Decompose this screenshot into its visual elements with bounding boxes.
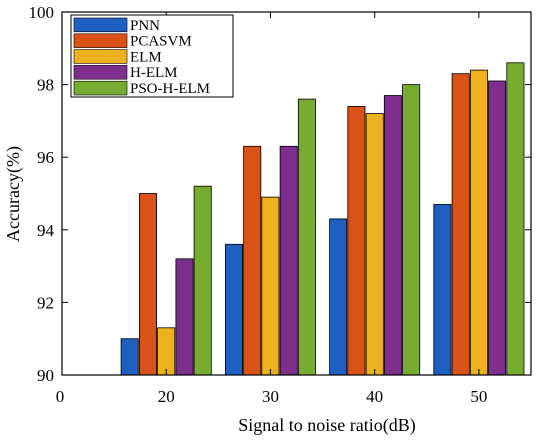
y-tick-label: 92 (37, 293, 54, 312)
y-tick-label: 98 (37, 76, 54, 95)
bar-elm-20 (157, 327, 176, 376)
plot-frame (61, 11, 532, 376)
x-tick-label: 0 (56, 387, 65, 406)
bar-pnn-50 (433, 203, 452, 376)
bar-h-elm-20 (175, 258, 194, 376)
legend-label-pso-h-elm: PSO-H-ELM (130, 81, 210, 97)
legend-swatch-elm (73, 49, 128, 64)
x-tick-label: 30 (262, 387, 279, 406)
bar-pcasvm-50 (451, 73, 470, 376)
legend-label-elm: ELM (130, 49, 162, 65)
bar-h-elm-40 (383, 95, 402, 376)
y-axis-title: Accuracy(%) (3, 146, 24, 242)
y-tick-label: 96 (37, 148, 54, 167)
bar-pso-h-elm-40 (402, 84, 421, 376)
bar-pcasvm-20 (138, 193, 157, 376)
bar-pnn-30 (224, 243, 243, 376)
x-tick-label: 50 (470, 387, 487, 406)
bars-layer (120, 62, 525, 376)
bar-pnn-40 (329, 218, 348, 376)
y-axis-ticks: 90 92 94 96 98 100 (29, 3, 531, 385)
legend-swatch-pso-h-elm (73, 80, 128, 96)
legend-swatch-pnn (73, 17, 128, 33)
bar-h-elm-30 (279, 145, 298, 376)
bar-pso-h-elm-20 (193, 185, 212, 376)
bar-elm-50 (469, 69, 488, 376)
x-axis-title: Signal to noise ratio(dB) (238, 415, 415, 436)
x-tick-label: 40 (366, 387, 383, 406)
bar-pso-h-elm-30 (297, 98, 316, 376)
bar-pcasvm-40 (347, 106, 366, 376)
bar-elm-40 (365, 113, 384, 376)
y-tick-label: 100 (29, 3, 55, 22)
legend-swatch-h-elm (73, 65, 128, 80)
bar-pnn-20 (120, 338, 139, 376)
bar-h-elm-50 (488, 80, 507, 376)
bar-pcasvm-30 (243, 145, 262, 376)
legend-label-pcasvm: PCASVM (130, 34, 192, 50)
y-tick-label: 90 (37, 366, 54, 385)
bar-pso-h-elm-50 (506, 62, 525, 376)
legend-swatch-pcasvm (73, 33, 128, 48)
bar-elm-30 (261, 196, 280, 376)
legend-label-h-elm: H-ELM (130, 65, 178, 81)
y-tick-label: 94 (37, 221, 55, 240)
x-tick-label: 20 (158, 387, 175, 406)
legend-label-pnn: PNN (130, 18, 160, 34)
x-axis-ticks: 0 20 30 40 50 (56, 12, 487, 406)
